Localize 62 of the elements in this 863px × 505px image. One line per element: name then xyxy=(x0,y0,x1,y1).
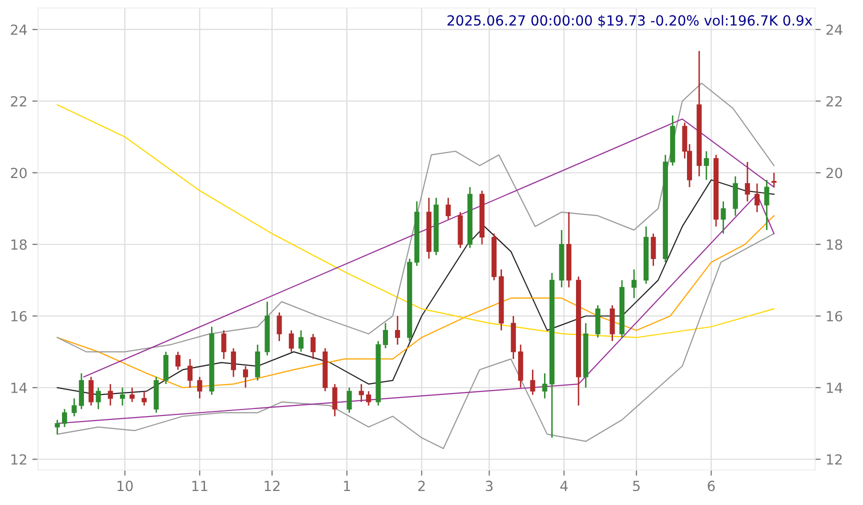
y2-tick-label: 16 xyxy=(826,310,842,322)
line-series xyxy=(56,215,775,388)
candlestick xyxy=(276,312,282,342)
candlestick xyxy=(704,150,709,181)
candlestick xyxy=(744,161,750,202)
candlestick xyxy=(764,179,770,231)
y2-tick-label: 24 xyxy=(826,24,842,35)
candlestick xyxy=(446,197,451,220)
candlestick xyxy=(197,376,202,400)
candlestick xyxy=(130,386,135,403)
candlestick xyxy=(188,358,193,388)
candlestick xyxy=(530,369,536,396)
candlestick xyxy=(310,333,316,360)
candlestick xyxy=(108,383,113,406)
candlestick xyxy=(632,268,637,299)
y-tick-label: 18 xyxy=(11,239,27,250)
y-tick-label: 20 xyxy=(10,168,27,178)
y-tick-label: 24 xyxy=(10,24,27,35)
candlestick xyxy=(72,398,77,417)
candlestick xyxy=(395,315,400,346)
y-tick-label: 14 xyxy=(11,382,27,393)
candlestick xyxy=(243,365,248,388)
candlestick xyxy=(142,390,147,406)
candlestick xyxy=(54,419,60,435)
candlestick xyxy=(346,386,352,414)
candlestick xyxy=(221,330,226,360)
x-tick-label: 2 xyxy=(418,480,425,491)
chart-title: 2025.06.27 00:00:00 $19.73 -0.20% vol:196.7K 0.9x xyxy=(448,14,812,28)
candlestick xyxy=(96,386,101,410)
y-tick-label: 22 xyxy=(10,96,26,106)
y2-tick-label: 22 xyxy=(826,96,842,106)
x-tick-label: 10 xyxy=(118,480,133,492)
y2-tick-label: 18 xyxy=(826,239,842,250)
x-tick-label: 4 xyxy=(560,480,568,491)
candlestick xyxy=(120,386,125,406)
candlestick xyxy=(175,351,180,370)
candlestick xyxy=(542,372,548,400)
candlestick xyxy=(332,383,338,417)
candlestick xyxy=(382,322,388,349)
candlestick xyxy=(771,172,776,188)
x-tick-label: 6 xyxy=(708,480,715,492)
candlestick xyxy=(288,330,294,353)
candlestick xyxy=(62,408,68,428)
y2-tick-label: 14 xyxy=(826,382,842,393)
candlestick xyxy=(230,348,236,378)
candlestick xyxy=(88,376,94,406)
y2-tick-label: 12 xyxy=(826,454,842,465)
line-series xyxy=(56,233,775,450)
candlestick xyxy=(650,232,656,267)
candlestick xyxy=(754,182,760,213)
candlestick xyxy=(366,390,372,406)
candlestick xyxy=(298,330,304,353)
x-tick-label: 1 xyxy=(344,480,350,491)
y-tick-label: 12 xyxy=(11,454,26,465)
x-tick-label: 11 xyxy=(192,480,208,491)
candlestick xyxy=(720,200,726,234)
candlestick xyxy=(358,383,364,403)
x-tick-label: 5 xyxy=(633,480,640,492)
x-tick-label: 12 xyxy=(264,480,280,491)
y2-tick-label: 20 xyxy=(826,168,842,178)
x-tick-label: 3 xyxy=(486,480,493,492)
y-tick-label: 16 xyxy=(11,310,27,322)
